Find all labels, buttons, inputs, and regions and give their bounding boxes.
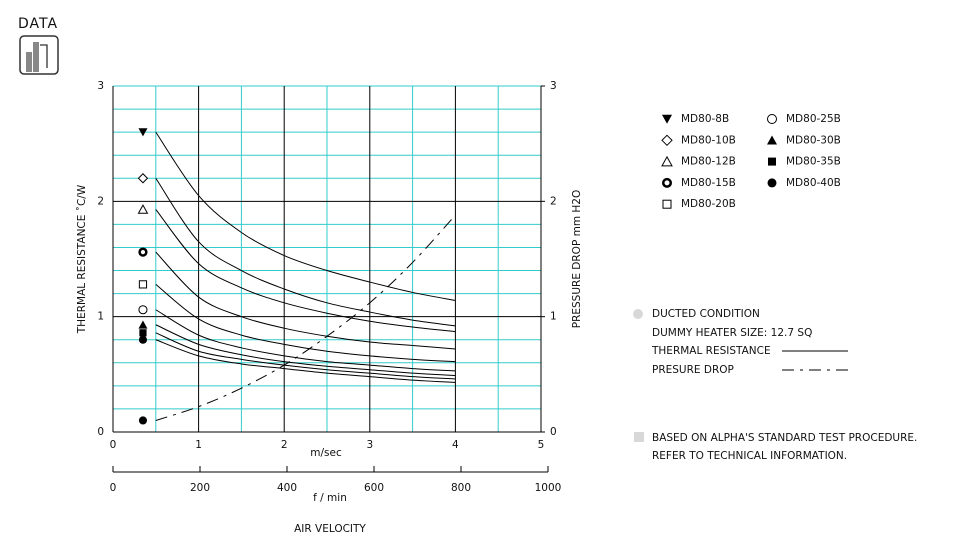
y2-tick-label: 0: [550, 426, 557, 438]
legend-marker: [662, 114, 672, 124]
y-tick-label: 1: [97, 311, 104, 323]
series-line: [155, 251, 456, 350]
marker-shape: [138, 320, 148, 329]
series-marker: [138, 305, 148, 315]
series-line: [155, 283, 456, 363]
legend-marker: [767, 178, 777, 188]
series-marker: [138, 280, 148, 289]
series-line: [155, 131, 456, 302]
marker-shape: [662, 114, 672, 124]
marker-shape: [768, 157, 776, 166]
legend-label: PRESURE DROP: [652, 364, 734, 376]
series-marker: [138, 335, 148, 344]
marker-shape: [661, 155, 673, 167]
x-tick-label: 5: [538, 439, 545, 451]
legend-label: MD80-12B: [681, 156, 736, 168]
x2-tick-label: 0: [110, 482, 117, 494]
notes: DUCTED CONDITION DUMMY HEATER SIZE: 12.7…: [633, 308, 917, 462]
y-tick-label: 0: [97, 426, 104, 438]
legend-label: MD80-8B: [681, 113, 729, 125]
series-marker: [138, 320, 148, 329]
legend-marker: [767, 135, 777, 145]
marker-shape: [138, 416, 148, 425]
x2-tick-label: 1000: [535, 482, 562, 494]
series-line: [155, 214, 456, 421]
legend-label: MD80-20B: [681, 198, 736, 210]
x-axis-label: m/sec: [310, 447, 342, 459]
x-tick-label: 2: [281, 439, 288, 451]
marker-shape: [138, 280, 148, 289]
note: DUCTED CONDITION: [652, 308, 760, 320]
series-line: [155, 209, 456, 333]
legend-label: MD80-25B: [786, 113, 841, 125]
x-tick-label: 1: [195, 439, 202, 451]
marker-shape: [767, 114, 777, 124]
legend-label: MD80-30B: [786, 134, 841, 146]
marker-shape: [137, 204, 149, 214]
legend-label: MD80-40B: [786, 177, 841, 189]
series-line: [155, 324, 456, 376]
series-marker: [138, 416, 148, 425]
y2-tick-label: 2: [550, 195, 557, 207]
legend-label: MD80-35B: [786, 156, 841, 168]
x-tick-label: 3: [366, 439, 373, 451]
note: DUMMY HEATER SIZE: 12.7 SQ: [652, 327, 812, 339]
legend-marker: [767, 114, 777, 124]
marker-shape: [137, 173, 149, 184]
marker-shape: [662, 177, 672, 188]
series-marker: [139, 329, 147, 337]
legend-label: MD80-10B: [681, 134, 736, 146]
legend-marker: [768, 157, 776, 166]
marker-shape: [138, 335, 148, 344]
marker-shape: [138, 128, 148, 137]
series-line: [155, 332, 456, 380]
header-icon: [19, 35, 59, 75]
y2-tick-label: 3: [550, 80, 557, 92]
x2-tick-label: 800: [451, 482, 471, 494]
x2-tick-label: 400: [277, 482, 297, 494]
series-marker: [138, 247, 148, 257]
series-marker: [137, 204, 149, 214]
x2-tick-label: 600: [364, 482, 384, 494]
note: THERMAL RESISTANCE: [651, 345, 771, 357]
series-line: [155, 309, 456, 372]
marker-shape: [662, 199, 672, 209]
x-tick-label: 4: [452, 439, 459, 451]
legend-marker: [661, 134, 673, 147]
marker-shape: [767, 178, 777, 188]
series-marker: [138, 128, 148, 137]
y2-tick-label: 1: [550, 311, 557, 323]
footer-label: AIR VELOCITY: [294, 523, 366, 535]
marker-shape: [138, 305, 148, 315]
marker-shape: [767, 135, 777, 145]
series-line: [155, 339, 456, 383]
header-label: DATA: [18, 16, 58, 32]
note: BASED ON ALPHA'S STANDARD TEST PROCEDURE…: [652, 432, 917, 444]
legend-marker: [661, 155, 673, 167]
y-tick-label: 2: [97, 195, 104, 207]
note: REFER TO TECHNICAL INFORMATION.: [652, 450, 847, 462]
legend-marker: [662, 177, 672, 188]
series-marker: [137, 173, 149, 184]
x2-axis-label: f / min: [313, 492, 347, 504]
y2-axis-label: PRESSURE DROP mm H2O: [571, 190, 583, 329]
y-tick-label: 3: [97, 80, 104, 92]
y-axis-label: THERMAL RESISTANCE ˚C/W: [76, 184, 88, 334]
x2-tick-label: 200: [190, 482, 210, 494]
legend-label: MD80-15B: [681, 177, 736, 189]
marker-shape: [661, 134, 673, 147]
marker-shape: [138, 247, 148, 257]
marker-shape: [139, 329, 147, 337]
legend-marker: [662, 199, 672, 209]
x-tick-label: 0: [110, 439, 117, 451]
series-line: [155, 177, 456, 327]
